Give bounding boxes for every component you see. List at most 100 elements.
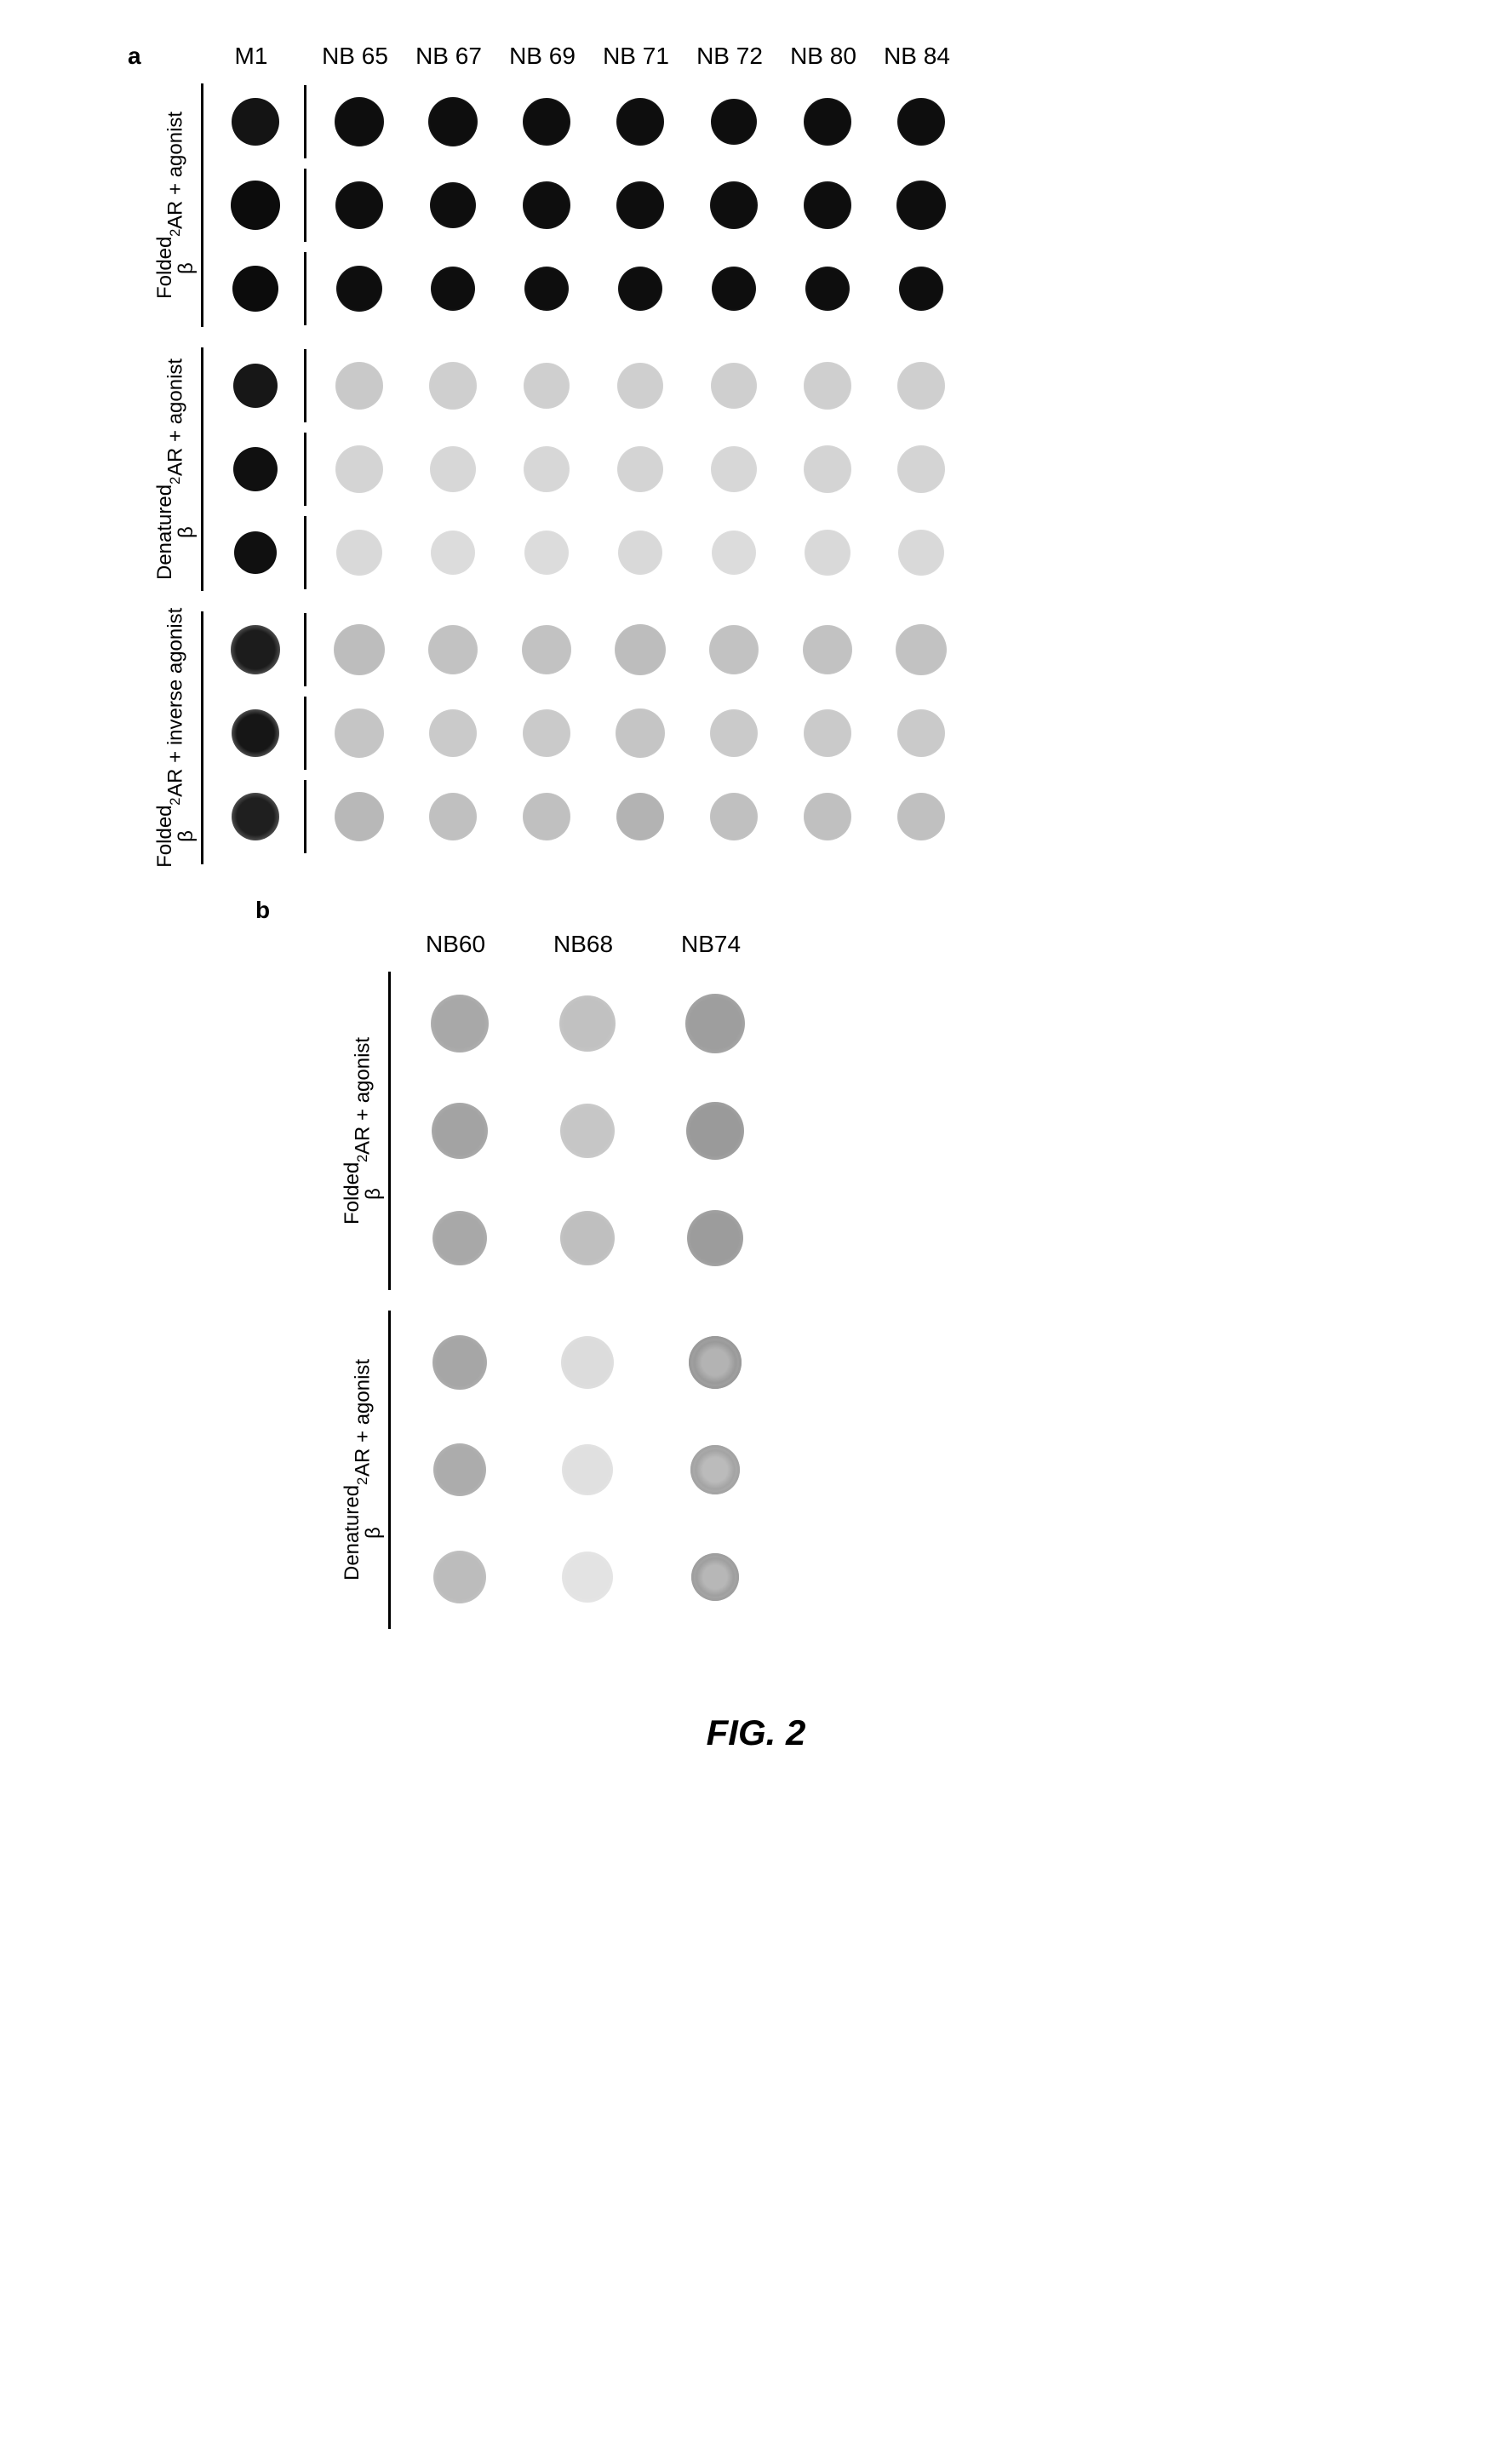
column-separator bbox=[304, 433, 306, 506]
blot-dot-m1 bbox=[233, 364, 278, 408]
blot-dot bbox=[562, 1552, 613, 1603]
column-separator bbox=[304, 169, 306, 242]
blot-dot bbox=[560, 1211, 615, 1265]
blot-dot bbox=[709, 625, 759, 674]
blot-dot bbox=[691, 1553, 739, 1601]
blot-dot bbox=[617, 446, 663, 492]
panel-a-col-headers: M1 NB 65 NB 67 NB 69 NB 71 NB 72 NB 80 N… bbox=[153, 43, 1022, 70]
blot-dot bbox=[712, 531, 756, 575]
column-separator bbox=[304, 349, 306, 422]
blot-dot bbox=[430, 182, 476, 228]
blot-dot bbox=[560, 1104, 615, 1158]
blot-dot bbox=[561, 1336, 614, 1389]
group-label: Denaturedβ2AR + agonist bbox=[153, 341, 198, 598]
blot-dot bbox=[804, 709, 851, 757]
blot-dot bbox=[431, 995, 489, 1053]
blot-dot bbox=[616, 98, 664, 146]
blot-dot bbox=[804, 98, 851, 146]
col-header: NB68 bbox=[519, 931, 647, 958]
blot-dot bbox=[896, 624, 947, 675]
col-header: NB 71 bbox=[589, 43, 683, 70]
blot-dot-m1 bbox=[231, 181, 280, 230]
blot-dot bbox=[523, 98, 570, 146]
blot-dot bbox=[432, 1211, 487, 1265]
blot-dot bbox=[335, 792, 384, 841]
blot-dot-m1 bbox=[234, 531, 277, 574]
blot-row bbox=[396, 1316, 779, 1409]
blot-dot bbox=[616, 793, 664, 840]
blot-row bbox=[209, 780, 968, 853]
blot-dot bbox=[334, 624, 385, 675]
blot-dot bbox=[524, 531, 569, 575]
panel-a-letter: a bbox=[128, 43, 141, 70]
blot-dot bbox=[335, 362, 383, 410]
blot-dot bbox=[687, 1210, 743, 1266]
blot-dot bbox=[522, 625, 571, 674]
panel-b: b NB60 NB68 NB74 Foldedβ2AR + agonistDen… bbox=[341, 931, 936, 1636]
col-header: M1 bbox=[204, 43, 298, 70]
blot-dot bbox=[523, 793, 570, 840]
blot-dot bbox=[898, 530, 944, 576]
panel-a-group: Denaturedβ2AR + agonist bbox=[153, 341, 1022, 598]
blot-dot bbox=[617, 363, 663, 409]
blot-dot bbox=[618, 531, 662, 575]
blot-dot bbox=[896, 181, 946, 230]
column-separator bbox=[304, 516, 306, 589]
blot-dot bbox=[804, 362, 851, 410]
blot-dot bbox=[712, 267, 756, 311]
blot-dot bbox=[429, 362, 477, 410]
blot-dot bbox=[618, 267, 662, 311]
blot-dot bbox=[431, 267, 475, 311]
blot-dot bbox=[335, 708, 384, 758]
figure-caption: FIG. 2 bbox=[34, 1712, 1478, 1753]
group-label: Foldedβ2AR + agonist bbox=[341, 965, 385, 1297]
col-header: NB74 bbox=[647, 931, 775, 958]
blot-dot bbox=[562, 1444, 613, 1495]
blot-dot-m1 bbox=[232, 793, 279, 840]
blot-row bbox=[396, 1423, 779, 1517]
blot-dot-m1 bbox=[231, 625, 280, 674]
panel-b-group: Denaturedβ2AR + agonist bbox=[341, 1304, 936, 1636]
column-separator bbox=[304, 697, 306, 770]
group-label: Foldedβ2AR + agonist bbox=[153, 77, 198, 334]
blot-dot bbox=[804, 445, 851, 493]
blot-dot-m1 bbox=[233, 447, 278, 491]
blot-dot bbox=[524, 363, 570, 409]
blot-row bbox=[209, 169, 968, 242]
blot-dot bbox=[335, 445, 383, 493]
blot-dot bbox=[803, 625, 852, 674]
blot-dot bbox=[897, 362, 945, 410]
blot-row bbox=[209, 613, 968, 686]
blot-dot bbox=[685, 994, 745, 1053]
blot-dot bbox=[897, 98, 945, 146]
group-bar bbox=[201, 347, 203, 591]
blot-dot bbox=[428, 625, 478, 674]
blot-dot bbox=[804, 793, 851, 840]
blot-dot bbox=[710, 793, 758, 840]
col-header: NB 80 bbox=[776, 43, 870, 70]
blot-dot bbox=[711, 363, 757, 409]
col-header: NB 84 bbox=[870, 43, 964, 70]
group-bar bbox=[388, 1311, 391, 1629]
blot-dot bbox=[433, 1551, 486, 1603]
blot-row bbox=[209, 697, 968, 770]
blot-dot bbox=[686, 1102, 744, 1160]
blot-dot bbox=[523, 709, 570, 757]
group-bar bbox=[201, 611, 203, 864]
panel-b-col-headers: NB60 NB68 NB74 bbox=[341, 931, 936, 958]
blot-dot bbox=[710, 181, 758, 229]
blot-row bbox=[396, 1191, 779, 1285]
column-separator bbox=[304, 613, 306, 686]
blot-row bbox=[209, 252, 968, 325]
blot-dot bbox=[432, 1335, 487, 1390]
blot-dot bbox=[897, 709, 945, 757]
blot-row bbox=[209, 433, 968, 506]
blot-row bbox=[396, 977, 779, 1070]
blot-dot bbox=[899, 267, 943, 311]
panel-a-group: Foldedβ2AR + agonist bbox=[153, 77, 1022, 334]
blot-dot-m1 bbox=[232, 709, 279, 757]
blot-dot bbox=[711, 446, 757, 492]
panel-a-group: Foldedβ2AR + inverse agonist bbox=[153, 605, 1022, 871]
blot-dot bbox=[711, 99, 757, 145]
group-bar bbox=[201, 83, 203, 327]
